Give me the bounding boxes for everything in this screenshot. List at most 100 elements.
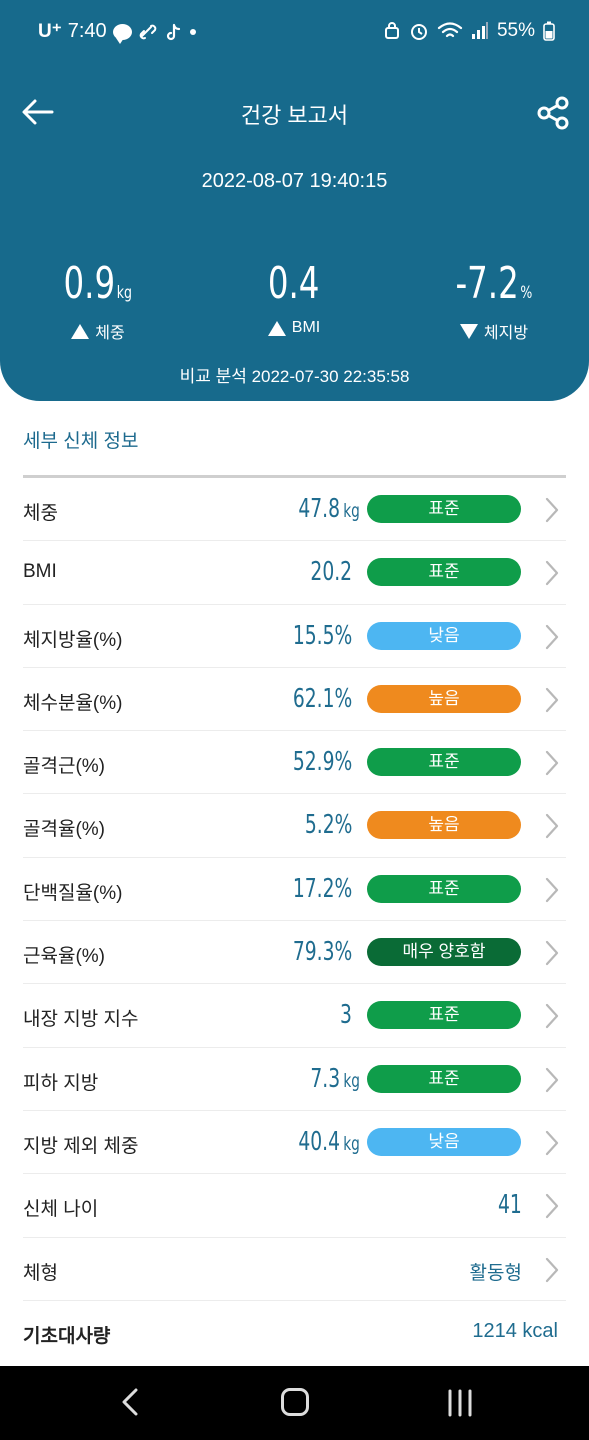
header: U⁺ 7:40 55% 건강 보고서 2022-08-07 19:40:15 0…: [0, 0, 589, 401]
alarm-icon: [410, 24, 427, 40]
list-item[interactable]: 단백질율(%) 17.2% 표준: [23, 858, 566, 922]
report-datetime: 2022-08-07 19:40:15: [201, 170, 388, 192]
row-value: 활동형: [469, 1262, 522, 1284]
status-badge: 낮음: [367, 621, 521, 650]
back-arrow-icon[interactable]: [20, 96, 56, 128]
share-icon[interactable]: [536, 96, 572, 130]
metric-value: -7.2%: [455, 258, 533, 309]
list-item[interactable]: 골격율(%) 5.2% 높음: [23, 794, 566, 858]
tiktok-icon: [166, 23, 180, 40]
row-value: 1214 kcal: [472, 1319, 558, 1342]
status-badge: 표준: [367, 748, 521, 777]
up-triangle-icon: [267, 320, 286, 336]
row-name: 체수분율(%): [23, 692, 123, 714]
list-item[interactable]: 골격근(%) 52.9% 표준: [23, 731, 566, 795]
row-name: BMI: [23, 561, 57, 583]
status-badge: 표준: [367, 874, 521, 903]
list-item[interactable]: 체수분율(%) 62.1% 높음: [23, 668, 566, 732]
section-divider: [23, 475, 566, 478]
battery-percent: 55%: [496, 20, 535, 41]
system-navbar: [0, 1366, 589, 1440]
link-icon: [139, 24, 156, 39]
row-value: 47.8 kg: [298, 494, 360, 524]
row-name: 단백질율(%): [23, 882, 123, 904]
chevron-right-icon: [545, 624, 559, 649]
up-triangle-icon: [71, 323, 90, 339]
chevron-right-icon: [545, 751, 559, 776]
nav-back-icon[interactable]: [118, 1386, 142, 1418]
chevron-right-icon: [545, 497, 559, 523]
row-name: 체중: [23, 503, 58, 524]
list-item[interactable]: 신체 나이 41: [23, 1174, 566, 1238]
status-badge: 표준: [367, 495, 521, 523]
metric-bmi: 0.4 BMI: [196, 258, 392, 337]
list-item[interactable]: 체중 47.8 kg 표준: [23, 478, 566, 542]
page-title: 건강 보고서: [240, 103, 349, 128]
row-value: 17.2%: [292, 873, 352, 904]
status-badge: 표준: [367, 558, 521, 587]
list-item[interactable]: BMI 20.2 표준: [23, 541, 566, 605]
row-value: 3: [340, 1000, 352, 1031]
down-triangle-icon: [459, 323, 478, 339]
metric-body-fat: -7.2% 체지방: [396, 258, 589, 343]
battery-icon: [543, 21, 555, 41]
row-value: 5.2%: [304, 810, 352, 841]
row-value: 62.1%: [292, 683, 352, 714]
list-item[interactable]: 근육율(%) 79.3% 매우 양호함: [23, 921, 566, 985]
status-badge: 높음: [367, 811, 521, 840]
list-item[interactable]: 피하 지방 7.3 kg 표준: [23, 1048, 566, 1111]
chevron-right-icon: [545, 1067, 559, 1092]
status-badge: 표준: [367, 1064, 521, 1093]
chevron-right-icon: [545, 1004, 559, 1029]
row-value: 7.3 kg: [310, 1063, 360, 1094]
chevron-right-icon: [545, 687, 559, 712]
status-time: 7:40: [67, 20, 107, 42]
chevron-right-icon: [545, 1194, 559, 1219]
alarm-lock-icon: [384, 22, 399, 39]
row-name: 근육율(%): [23, 946, 105, 968]
nav-recent-icon[interactable]: [446, 1389, 474, 1417]
chevron-right-icon: [545, 877, 559, 902]
nav-home-icon[interactable]: [281, 1388, 309, 1416]
talk-icon: [112, 23, 132, 44]
row-name: 체형: [23, 1262, 58, 1284]
bmr-row: 기초대사량 1214 kcal: [23, 1301, 566, 1364]
signal-icon: [471, 22, 488, 39]
metric-value: 0.4: [267, 258, 319, 309]
status-bar: U⁺ 7:40 55%: [0, 14, 589, 50]
status-badge: 표준: [367, 1001, 521, 1030]
row-value: 20.2: [310, 557, 352, 588]
row-name: 신체 나이: [23, 1199, 99, 1221]
row-name: 내장 지방 지수: [23, 1009, 139, 1031]
metric-weight: 0.9kg 체중: [0, 258, 196, 343]
section-title: 세부 신체 정보: [23, 431, 139, 452]
metric-label: BMI: [291, 319, 321, 336]
chevron-right-icon: [545, 561, 559, 586]
row-name: 골격근(%): [23, 756, 105, 778]
row-value: 15.5%: [292, 620, 352, 651]
row-name: 지방 제외 체중: [23, 1135, 139, 1157]
metric-value: 0.9kg: [63, 258, 133, 309]
list-item[interactable]: 지방 제외 체중 40.4 kg 낮음: [23, 1111, 566, 1175]
row-value: 79.3%: [292, 937, 352, 968]
row-value: 52.9%: [292, 747, 352, 778]
chevron-right-icon: [545, 814, 559, 839]
row-name: 기초대사량: [23, 1325, 111, 1347]
status-badge: 높음: [367, 684, 521, 713]
chevron-right-icon: [545, 940, 559, 966]
row-value: 41: [498, 1190, 522, 1221]
row-name: 피하 지방: [23, 1072, 99, 1094]
list-item[interactable]: 체형 활동형: [23, 1238, 566, 1301]
row-name: 골격율(%): [23, 819, 105, 841]
list-item[interactable]: 내장 지방 지수 3 표준: [23, 984, 566, 1048]
carrier-label: U⁺: [38, 21, 62, 42]
list-item[interactable]: 체지방율(%) 15.5% 낮음: [23, 605, 566, 668]
chevron-right-icon: [545, 1257, 559, 1282]
wifi-icon: [437, 22, 463, 38]
metric-label: 체중: [95, 325, 125, 342]
compare-analysis: 비교 분석 2022-07-30 22:35:58: [179, 367, 410, 386]
metric-label: 체지방: [483, 325, 529, 342]
row-value: 40.4 kg: [298, 1126, 360, 1157]
status-badge: 낮음: [367, 1127, 521, 1156]
notification-dot-icon: [189, 28, 196, 35]
